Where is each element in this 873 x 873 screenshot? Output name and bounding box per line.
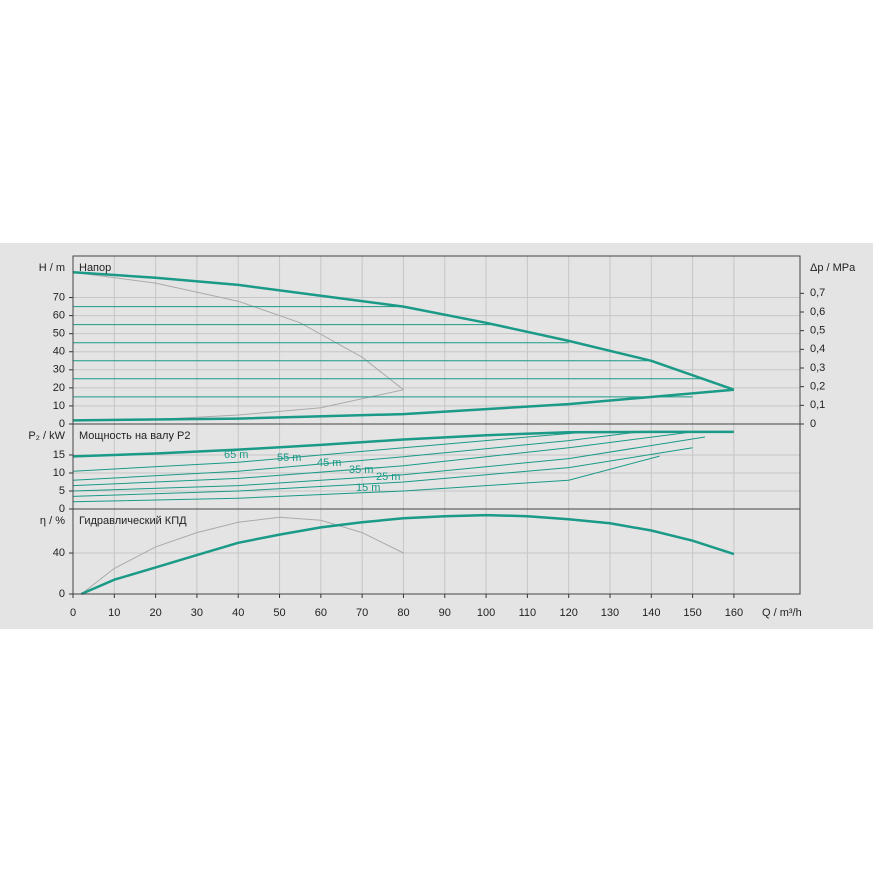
x-tick-label: 70 (356, 607, 368, 619)
panel-title: Гидравлический КПД (79, 515, 187, 527)
curve (72, 431, 639, 481)
y2-axis-label: Δp / MPa (810, 262, 856, 274)
curve-label: 25 m (376, 471, 400, 483)
curve (72, 436, 706, 492)
x-tick-label: 90 (439, 607, 451, 619)
x-tick-label: 130 (601, 607, 619, 619)
y-tick-label: 70 (53, 291, 65, 303)
curve (72, 271, 735, 391)
x-tick-label: 50 (273, 607, 285, 619)
x-tick-label: 150 (683, 607, 701, 619)
y2-tick-label: 0,3 (810, 362, 825, 374)
panel-title: Напор (79, 262, 111, 274)
y-tick-label: 50 (53, 328, 65, 340)
y-tick-label: 0 (59, 418, 65, 430)
curve (72, 430, 734, 458)
y-tick-label: 30 (53, 364, 65, 376)
x-tick-label: 40 (232, 607, 244, 619)
panel-title: Мощность на валу P2 (79, 430, 191, 442)
curve-label: 15 m (356, 482, 380, 494)
y-tick-label: 5 (59, 485, 65, 497)
y2-tick-label: 0,7 (810, 287, 825, 299)
x-tick-label: 140 (642, 607, 660, 619)
y-axis-label: η / % (40, 515, 65, 527)
y-tick-label: 10 (53, 467, 65, 479)
x-tick-label: 10 (108, 607, 120, 619)
y2-tick-label: 0,1 (810, 399, 825, 411)
y-tick-label: 40 (53, 547, 65, 559)
x-tick-label: 100 (477, 607, 495, 619)
y-tick-label: 0 (59, 588, 65, 600)
curve (72, 431, 590, 472)
curve (72, 431, 693, 487)
x-axis-label: Q / m³/h (762, 607, 802, 619)
x-tick-label: 160 (725, 607, 743, 619)
x-tick-label: 120 (560, 607, 578, 619)
y2-tick-label: 0,4 (810, 343, 825, 355)
curve (80, 513, 735, 596)
x-tick-label: 80 (397, 607, 409, 619)
y-axis-label: H / m (39, 262, 65, 274)
y2-tick-label: 0,5 (810, 325, 825, 337)
curve-label: 65 m (224, 449, 248, 461)
y-axis-label: P₂ / kW (28, 430, 65, 442)
curve (72, 447, 693, 497)
y2-tick-label: 0,6 (810, 306, 825, 318)
y-tick-label: 0 (59, 503, 65, 515)
x-tick-label: 20 (149, 607, 161, 619)
y2-tick-label: 0,2 (810, 381, 825, 393)
x-tick-label: 60 (315, 607, 327, 619)
y2-tick-label: 0 (810, 418, 816, 430)
y-tick-label: 15 (53, 449, 65, 461)
x-tick-label: 0 (70, 607, 76, 619)
y-tick-label: 10 (53, 400, 65, 412)
chart-background (0, 243, 873, 629)
curve-label: 55 m (277, 452, 301, 464)
curve (72, 455, 660, 503)
y-tick-label: 20 (53, 382, 65, 394)
curve (72, 271, 404, 391)
x-tick-label: 30 (191, 607, 203, 619)
curve (72, 388, 735, 422)
curve-label: 45 m (317, 457, 341, 469)
y-tick-label: 40 (53, 346, 65, 358)
x-tick-label: 110 (519, 607, 537, 619)
curve-label: 35 m (349, 464, 373, 476)
curve (80, 516, 404, 595)
panel-frame (72, 508, 801, 595)
y-tick-label: 60 (53, 310, 65, 322)
